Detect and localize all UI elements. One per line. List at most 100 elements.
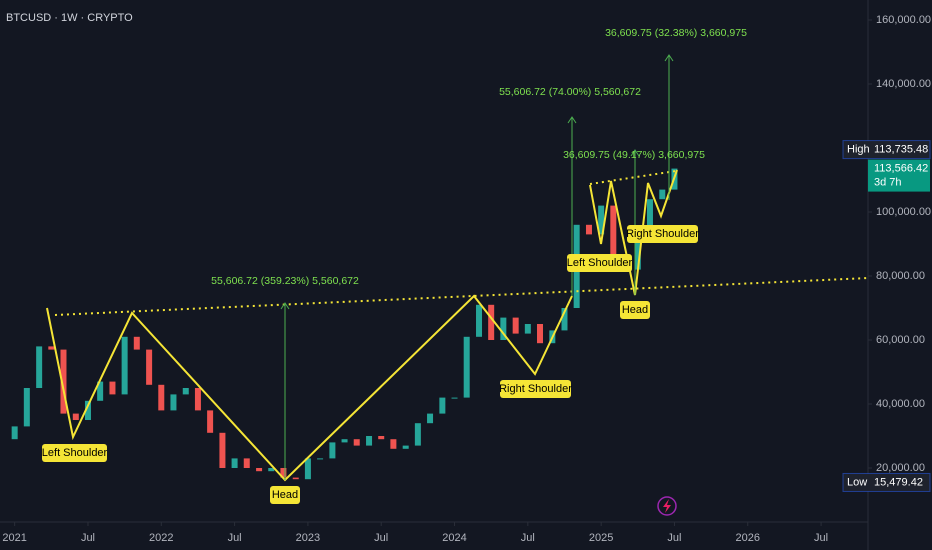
arrow-head <box>630 149 640 157</box>
label-box <box>270 486 300 504</box>
y-tick-label: 60,000.00 <box>876 334 925 346</box>
candle <box>390 439 397 449</box>
candle <box>23 388 30 427</box>
label-box <box>627 225 698 243</box>
candle <box>598 205 605 235</box>
y-tick-label: 100,000.00 <box>876 206 931 218</box>
last-price: 113,566.42 <box>874 162 928 174</box>
y-tick-label: 160,000.00 <box>876 14 931 26</box>
candles <box>11 168 678 480</box>
measure-arrows <box>280 54 674 480</box>
candle <box>256 468 263 472</box>
high-value: 113,735.48 <box>874 143 928 155</box>
alert-icon[interactable] <box>657 496 677 516</box>
x-tick-label: Jul <box>81 532 95 544</box>
label-box <box>42 444 107 462</box>
label-box <box>620 301 650 319</box>
x-tick-label: Jul <box>228 532 242 544</box>
candle <box>463 336 470 398</box>
candle <box>207 410 214 433</box>
candle <box>659 189 666 200</box>
arrow-head <box>280 302 290 310</box>
candle <box>97 381 104 401</box>
candle <box>378 436 385 440</box>
arrow-head <box>664 54 674 62</box>
candle <box>109 381 116 395</box>
candle <box>646 199 653 232</box>
pattern-label: Head <box>622 304 648 316</box>
arrow-head <box>567 116 577 124</box>
pattern-label: Left Shoulder <box>567 257 633 269</box>
candle <box>512 317 519 334</box>
candle <box>476 304 483 337</box>
measurement: 55,606.72 (359.23%) 5,560,672 <box>211 275 359 287</box>
symbol-title: BTCUSD · 1W · CRYPTO <box>6 12 133 24</box>
candle <box>268 468 275 472</box>
neckline <box>589 170 677 185</box>
x-tick-label: 2023 <box>296 532 320 544</box>
label-box <box>500 380 571 398</box>
candle <box>48 346 55 350</box>
candle <box>194 388 201 411</box>
x-tick-label: 2025 <box>589 532 613 544</box>
candle <box>292 477 299 480</box>
candle <box>427 413 434 424</box>
low-name: Low <box>847 476 867 488</box>
candle <box>341 439 348 443</box>
high-name: High <box>847 143 870 155</box>
icon-ring <box>657 496 677 516</box>
candle <box>219 432 226 468</box>
low-value: 15,479.42 <box>874 476 923 488</box>
icon-bolt <box>663 499 671 513</box>
candle <box>182 388 189 395</box>
candle <box>561 308 568 331</box>
candle <box>121 336 128 395</box>
candle <box>366 436 373 446</box>
pattern-label: Left Shoulder <box>42 447 108 459</box>
candle <box>488 304 495 340</box>
countdown: 3d 7h <box>874 176 902 188</box>
candle <box>524 324 531 334</box>
y-tick-label: 80,000.00 <box>876 270 925 282</box>
candle <box>133 336 140 350</box>
pattern-label: Head <box>272 489 298 501</box>
candle <box>231 458 238 468</box>
last-price-box <box>868 159 930 192</box>
candle <box>353 439 360 446</box>
candle <box>610 205 617 264</box>
y-tick-label: 20,000.00 <box>876 462 925 474</box>
candle <box>537 324 544 344</box>
candle <box>439 397 446 414</box>
pattern-label: Right Shoulder <box>626 228 699 240</box>
candle <box>500 317 507 340</box>
candle <box>317 458 324 460</box>
x-tick-label: Jul <box>374 532 388 544</box>
candle <box>11 426 18 440</box>
measurement: 55,606.72 (74.00%) 5,560,672 <box>499 86 641 98</box>
candle <box>414 423 421 446</box>
x-tick-label: 2024 <box>442 532 466 544</box>
candle <box>84 400 91 420</box>
high-box <box>842 140 931 160</box>
candle <box>36 346 43 388</box>
candle <box>243 458 250 468</box>
x-tick-label: Jul <box>521 532 535 544</box>
neckline <box>54 277 869 316</box>
candle <box>280 468 287 478</box>
candle <box>72 413 79 420</box>
low-box <box>842 472 931 492</box>
candle <box>158 384 165 411</box>
measurement: 36,609.75 (49.17%) 3,660,975 <box>563 149 705 161</box>
candle <box>402 445 409 449</box>
y-tick-label: 40,000.00 <box>876 398 925 410</box>
x-tick-label: 2026 <box>736 532 760 544</box>
pattern-labels: Left Shoulder Head Right Shoulder Left S… <box>42 225 699 504</box>
candle <box>60 349 67 414</box>
x-tick-label: 2021 <box>2 532 26 544</box>
candle <box>304 458 311 480</box>
x-tick-label: 2022 <box>149 532 173 544</box>
x-tick-label: Jul <box>814 532 828 544</box>
y-tick-label: 140,000.00 <box>876 78 931 90</box>
candle <box>634 231 641 270</box>
